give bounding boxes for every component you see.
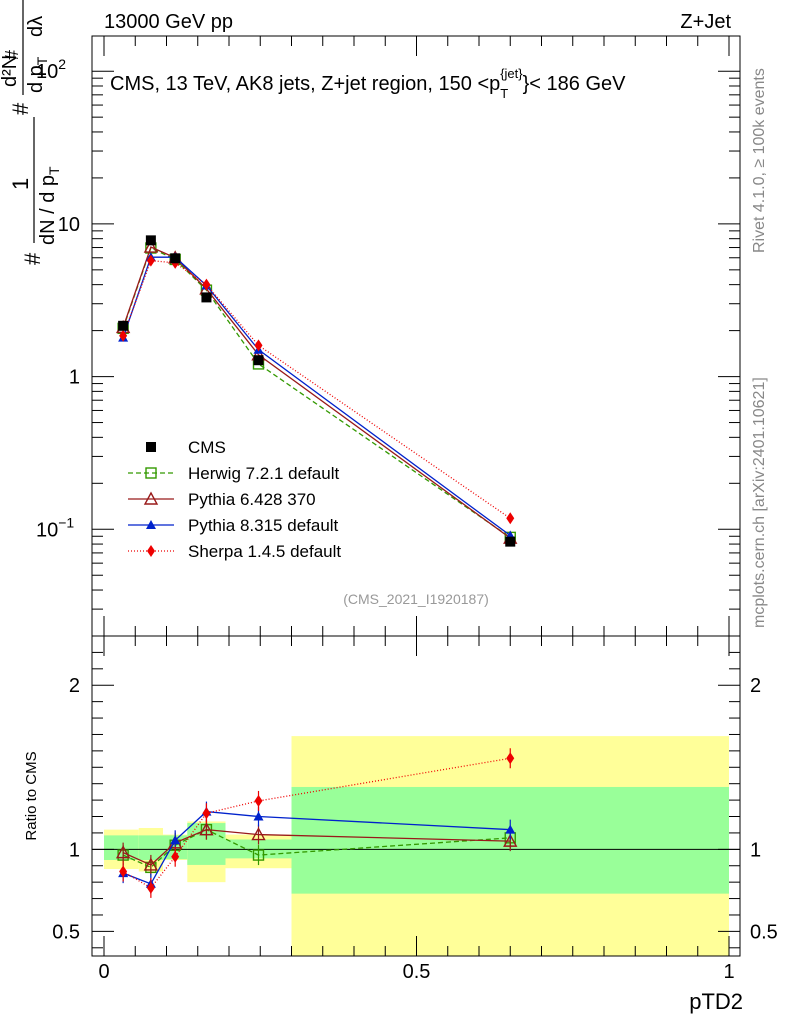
data-point — [252, 849, 265, 861]
data-point — [505, 536, 516, 547]
main-y-ticks: 1 10 10−1 102 — [36, 56, 740, 637]
data-point — [143, 239, 159, 253]
ratio-y-ticks: 0.5 0.5 1 1 2 2 — [52, 651, 778, 949]
header-left: 13000 GeV pp — [104, 11, 233, 33]
ratio-tick-label: 1 — [69, 839, 80, 861]
svg-text:#: # — [2, 50, 22, 60]
analysis-tag: (CMS_2021_I1920187) — [343, 591, 489, 607]
data-point — [118, 320, 129, 331]
svg-text:dN / d pT: dN / d pT — [37, 166, 62, 245]
y-tick-label: 1 — [69, 367, 80, 389]
data-point — [145, 467, 157, 479]
header-right: Z+Jet — [680, 11, 731, 33]
data-point — [146, 254, 155, 267]
data-point — [143, 491, 159, 505]
data-point — [119, 865, 128, 878]
legend-label: Pythia 8.315 default — [188, 516, 339, 535]
data-point — [171, 850, 180, 863]
data-point — [505, 824, 516, 834]
series-line — [122, 259, 511, 519]
data-point — [119, 329, 128, 342]
series-line — [122, 247, 511, 538]
series-line — [122, 256, 511, 537]
x-tick-label: 0.5 — [403, 961, 431, 983]
svg-text:#: # — [8, 102, 33, 115]
data-point — [201, 292, 212, 303]
main-y-axis-label: # 1 dN / d pT # d²N d pT # dλ — [0, 0, 62, 265]
x-tick-label: 1 — [723, 961, 734, 983]
ratio-tick-label: 0.5 — [52, 921, 80, 943]
data-point — [199, 822, 214, 836]
y-tick-label: 10 — [58, 214, 80, 236]
ratio-tick-label: 0.5 — [750, 921, 778, 943]
legend-label: Herwig 7.2.1 default — [188, 464, 339, 483]
legend-label: CMS — [188, 438, 226, 457]
chart-title: CMS, 13 TeV, AK8 jets, Z+jet region, 150… — [110, 66, 626, 101]
svg-text:dλ: dλ — [25, 16, 47, 37]
ratio-tick-label: 2 — [69, 675, 80, 697]
legend-label: Sherpa 1.4.5 default — [188, 542, 341, 561]
ratio-series-layer — [115, 748, 518, 898]
svg-text:#: # — [20, 252, 45, 265]
data-point — [202, 278, 211, 291]
side-mcplots-label: mcplots.cern.ch [arXiv:2401.10621] — [751, 377, 768, 628]
x-axis-ticks: 0 0.5 1 — [98, 36, 735, 983]
y-tick-label: 10−1 — [36, 514, 74, 541]
data-point — [170, 835, 181, 845]
main-panel-frame — [92, 36, 740, 636]
data-point — [254, 339, 263, 352]
legend: CMS Herwig 7.2.1 default Pythia 6.428 370 P… — [128, 438, 341, 561]
data-point — [170, 253, 181, 264]
svg-text:d pT: d pT — [25, 56, 50, 93]
data-point — [147, 545, 155, 557]
data-point — [115, 845, 131, 859]
svg-text:d²N: d²N — [0, 55, 21, 87]
data-point — [506, 512, 515, 525]
data-point — [253, 355, 264, 366]
main-series-layer — [115, 235, 518, 547]
data-point — [146, 881, 155, 894]
data-point — [146, 442, 156, 452]
ratio-line — [122, 810, 511, 885]
side-rivet-label: Rivet 4.1.0, ≥ 100k events — [751, 68, 768, 253]
data-point — [506, 752, 515, 765]
legend-label: Pythia 6.428 370 — [188, 490, 316, 509]
data-point — [146, 520, 156, 529]
data-point — [145, 235, 156, 246]
data-point — [253, 811, 264, 821]
ratio-y-axis-label: Ratio to CMS — [23, 751, 40, 840]
ratio-tick-label: 1 — [750, 839, 761, 861]
data-point — [503, 833, 518, 847]
data-point — [254, 794, 263, 807]
x-axis-label: pTD2 — [689, 989, 743, 1014]
data-point — [143, 857, 159, 871]
ratio-tick-label: 2 — [750, 675, 761, 697]
ratio-band-inner — [104, 835, 139, 860]
data-point — [202, 807, 211, 820]
svg-text:1: 1 — [8, 178, 33, 190]
x-tick-label: 0 — [98, 961, 109, 983]
ratio-line — [122, 828, 511, 866]
y-tick-label: 102 — [36, 56, 66, 83]
data-point — [251, 827, 266, 841]
